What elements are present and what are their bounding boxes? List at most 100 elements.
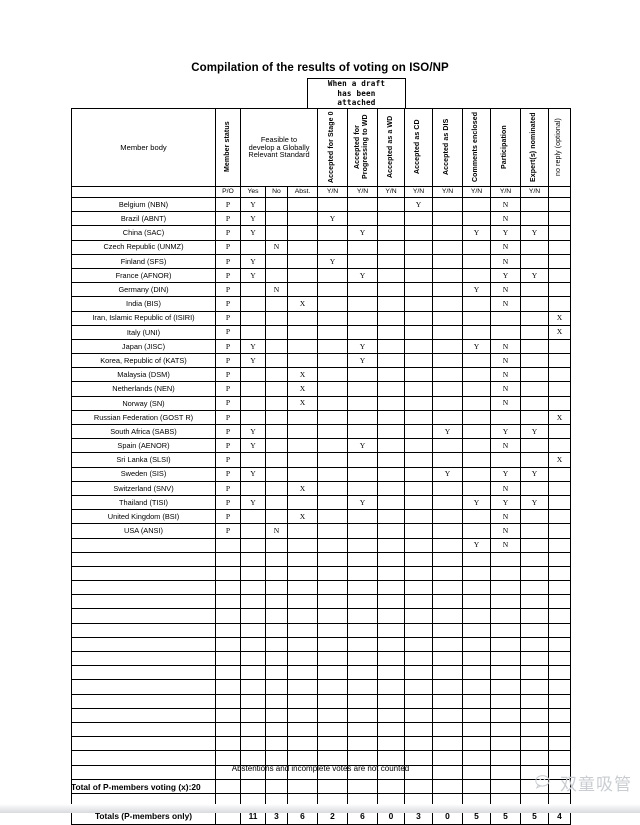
cell-member_status: P (215, 324, 241, 340)
table-row-blank[interactable] (71, 551, 572, 567)
table-row[interactable]: USA (ANSI) P N N (71, 523, 572, 539)
cell-experts (520, 509, 550, 525)
cell-participation: N (490, 367, 522, 383)
cell-blank (548, 551, 572, 567)
cell-participation: N (490, 196, 522, 213)
cell-acc_prog_wd (347, 395, 379, 411)
cell-acc_as_cd (404, 466, 434, 482)
cell-blank (462, 565, 492, 582)
table-row-blank[interactable] (71, 636, 572, 653)
table-row[interactable]: Spain (AENOR) P Y Y N (71, 438, 572, 454)
cell-acc_stage0 (317, 239, 349, 255)
table-row-blank[interactable] (71, 594, 572, 610)
table-row[interactable]: Sweden (SIS) P Y Y Y Y (71, 466, 572, 482)
table-row-blank[interactable] (71, 707, 572, 723)
cell-member_status: P (215, 282, 241, 298)
table-row-blank[interactable] (71, 608, 572, 624)
table-row[interactable]: Switzerland (SNV) P X N (71, 480, 572, 496)
table-row[interactable]: United Kingdom (BSI) P X N (71, 509, 572, 525)
cell-feasible_abst: X (286, 509, 319, 525)
table-row-blank[interactable] (71, 721, 572, 738)
cell-participation: N (490, 395, 522, 411)
cell-no_reply (548, 537, 572, 553)
cell-blank (265, 764, 288, 780)
cell-participation: N (490, 438, 522, 454)
table-row-blank[interactable] (71, 622, 572, 638)
table-row[interactable]: Germany (DIN) P N Y N (71, 282, 572, 298)
table-row[interactable]: India (BIS) P X N (71, 296, 572, 312)
table-row[interactable]: China (SAC) P Y Y Y Y Y (71, 225, 572, 241)
table-row-blank[interactable] (71, 679, 572, 695)
cell-acc_as_cd (404, 253, 434, 269)
cell-comments (462, 509, 492, 525)
table-row[interactable]: Japan (JISC) P Y Y Y N (71, 338, 572, 355)
table-row[interactable]: Iran, Islamic Republic of (ISIRI) P X (71, 310, 572, 326)
cell-member_status: P (215, 523, 241, 539)
cell-feasible_no (265, 253, 288, 269)
cell-no_reply (548, 480, 572, 496)
cell-participation: N (490, 239, 522, 255)
cell-feasible_yes (240, 395, 266, 411)
cell-member_status: P (215, 480, 241, 496)
cell-blank (317, 551, 349, 567)
cell-acc_prog_wd (347, 423, 379, 440)
cell-member_status: P (215, 296, 241, 312)
cell-experts (520, 239, 550, 255)
table-row-blank[interactable] (71, 665, 572, 681)
table-row[interactable]: France (AFNOR) P Y Y Y Y (71, 267, 572, 284)
cell-blank (286, 778, 319, 794)
cell-blank (71, 693, 216, 709)
cell-acc_as_cd (404, 438, 434, 454)
cell-feasible_no (265, 494, 288, 511)
cell-comments (462, 211, 492, 227)
cell-no_reply (548, 466, 572, 482)
table-row-blank[interactable] (71, 565, 572, 582)
table-row[interactable]: Russian Federation (GOST R) P X (71, 409, 572, 426)
cell-blank (432, 565, 464, 582)
cell-blank (347, 594, 379, 610)
cell-blank (215, 736, 241, 752)
cell-acc_prog_wd (347, 239, 379, 255)
cell-blank (462, 636, 492, 653)
table-row[interactable]: Belgium (NBN) P Y Y N (71, 196, 572, 213)
cell-blank (490, 736, 522, 752)
cell-acc_as_wd (377, 310, 406, 326)
cell-acc_as_dis (432, 310, 464, 326)
table-row[interactable]: Brazil (ABNT) P Y Y N (71, 211, 572, 227)
cell-feasible_yes: Y (240, 196, 266, 213)
table-row[interactable]: Czech Republic (UNMZ) P N N (71, 239, 572, 255)
cell-blank (347, 721, 379, 738)
cell-member-body: Belgium (NBN) (71, 196, 216, 213)
table-row[interactable]: Netherlands (NEN) P X N (71, 381, 572, 397)
cell-blank (265, 750, 288, 766)
cell-acc_as_dis (432, 282, 464, 298)
table-row-blank[interactable] (71, 736, 572, 752)
table-row[interactable]: Sri Lanka (SLSI) P X (71, 452, 572, 468)
table-row[interactable]: Thailand (TISI) P Y Y Y Y Y (71, 494, 572, 511)
cell-blank (71, 707, 216, 723)
cell-blank (317, 665, 349, 681)
table-row[interactable]: Norway (SN) P X N (71, 395, 572, 411)
table-row-blank[interactable] (71, 778, 572, 794)
table-row-blank[interactable] (71, 693, 572, 709)
cell-feasible_no (265, 353, 288, 369)
table-row[interactable]: Finland (SFS) P Y Y N (71, 253, 572, 269)
cell-blank (347, 679, 379, 695)
cell-blank (432, 750, 464, 766)
table-row[interactable]: Malaysia (DSM) P X N (71, 367, 572, 383)
cell-experts (520, 282, 550, 298)
table-row[interactable]: Korea, Republic of (KATS) P Y Y N (71, 353, 572, 369)
table-row[interactable]: Italy (UNI) P X (71, 324, 572, 340)
cell-blank (317, 679, 349, 695)
table-row[interactable]: South Africa (SABS) P Y Y Y Y (71, 423, 572, 440)
cell-blank (548, 707, 572, 723)
cell-participation: Y (490, 466, 522, 482)
cell-blank (215, 636, 241, 653)
table-row-blank[interactable] (71, 750, 572, 766)
table-row-blank[interactable] (71, 580, 572, 596)
table-row-blank[interactable] (71, 650, 572, 667)
cell-acc_as_cd (404, 409, 434, 426)
col-header-member-body: Member body (71, 108, 216, 187)
cell-blank (286, 721, 319, 738)
